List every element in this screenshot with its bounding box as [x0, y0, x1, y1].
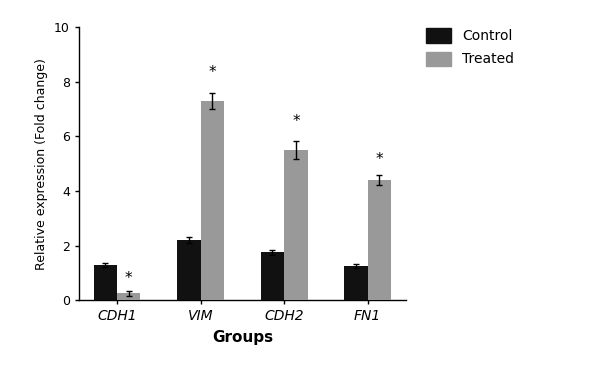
Text: *: * — [292, 114, 300, 129]
Bar — [344, 266, 368, 300]
X-axis label: Groups: Groups — [212, 330, 273, 345]
Y-axis label: Relative expression (Fold change): Relative expression (Fold change) — [35, 58, 48, 270]
Legend: Control, Treated: Control, Treated — [426, 28, 514, 66]
Bar — [201, 101, 224, 300]
Bar — [261, 253, 284, 300]
Text: *: * — [125, 271, 133, 286]
Bar — [177, 240, 201, 300]
Text: *: * — [208, 65, 216, 80]
Bar — [284, 150, 308, 300]
Bar — [94, 265, 117, 300]
Bar — [117, 293, 141, 300]
Bar — [368, 180, 391, 300]
Text: *: * — [376, 152, 383, 167]
